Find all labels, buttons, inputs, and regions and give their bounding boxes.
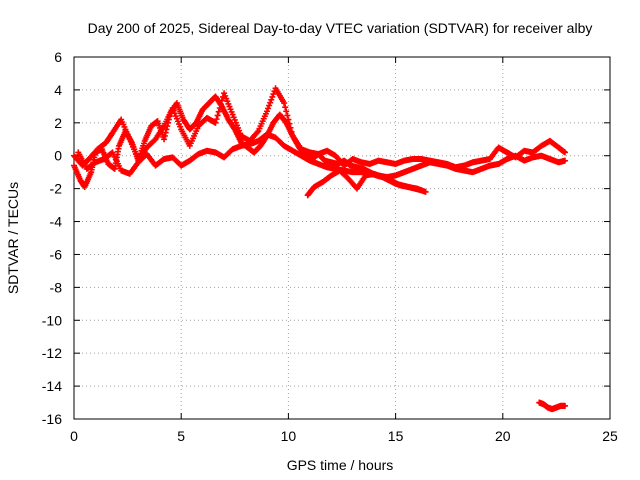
data-point [162, 129, 169, 136]
data-point [283, 108, 290, 115]
data-point [281, 100, 288, 107]
y-tick-label: 0 [54, 148, 62, 164]
data-point [561, 157, 568, 164]
chart-title: Day 200 of 2025, Sidereal Day-to-day VTE… [88, 20, 593, 36]
data-point [161, 132, 168, 139]
data-point [284, 112, 291, 119]
data-point [217, 101, 224, 108]
data-point [214, 112, 221, 119]
data-point [161, 136, 168, 143]
data-point [286, 120, 293, 127]
data-point [265, 105, 272, 112]
data-point [268, 96, 275, 103]
data-point [267, 99, 274, 106]
data-point [561, 149, 568, 156]
x-tick-label: 25 [602, 428, 618, 444]
y-tick-label: -14 [42, 378, 62, 394]
x-axis-label: GPS time / hours [287, 457, 394, 473]
data-point [269, 93, 276, 100]
grid-lines [74, 57, 610, 419]
y-tick-label: -8 [50, 279, 63, 295]
y-tick-label: 6 [54, 49, 62, 65]
y-axis-label: SDTVAR / TECUs [5, 182, 21, 294]
data-point [216, 105, 223, 112]
data-point [215, 108, 222, 115]
series-track-4 [304, 167, 429, 199]
data-point [288, 128, 295, 135]
data-point [287, 124, 294, 131]
x-tick-label: 10 [281, 428, 297, 444]
plot-frame [73, 56, 611, 420]
data-point [266, 102, 273, 109]
series-track-5 [536, 399, 568, 413]
series-track-2 [71, 85, 568, 171]
y-tick-label: 2 [54, 115, 62, 131]
data-point [285, 116, 292, 123]
data-point [213, 116, 220, 123]
y-tick-label: -12 [42, 345, 62, 361]
series-track-3 [75, 131, 568, 181]
x-tick-label: 20 [495, 428, 511, 444]
data-point [561, 402, 568, 409]
data-point [212, 119, 219, 126]
data-point [282, 104, 289, 111]
data-point [218, 97, 225, 104]
y-tick-label: -4 [50, 214, 63, 230]
y-tick-label: -6 [50, 246, 63, 262]
y-tick-label: -2 [50, 181, 63, 197]
data-point [270, 91, 277, 98]
y-tick-label: 4 [54, 82, 62, 98]
data-points [71, 85, 568, 413]
x-tick-label: 5 [177, 428, 185, 444]
x-tick-label: 15 [388, 428, 404, 444]
data-point [422, 188, 429, 195]
y-tick-label: -10 [42, 312, 62, 328]
y-tick-label: -16 [42, 411, 62, 427]
x-tick-label: 0 [70, 428, 78, 444]
data-point [263, 108, 270, 115]
